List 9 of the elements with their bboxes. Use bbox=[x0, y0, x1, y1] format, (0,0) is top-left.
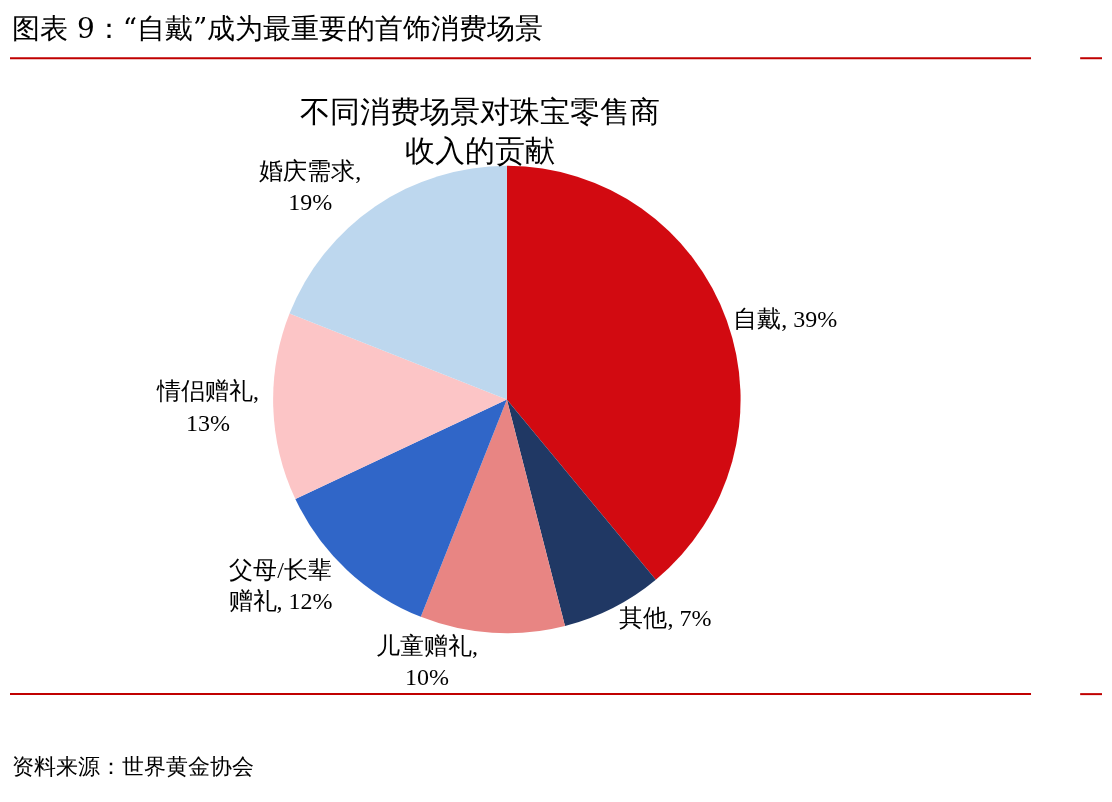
pie-slice bbox=[273, 313, 507, 500]
slice-label: 其他, 7% bbox=[619, 605, 712, 632]
slice-label: 儿童赠礼, 10% bbox=[375, 632, 478, 690]
slice-label: 情侣赠礼, 13% bbox=[155, 378, 259, 436]
slice-label: 自戴, 39% bbox=[733, 305, 838, 332]
text: 资料来源：世界黄金协会 bbox=[12, 754, 254, 779]
chart-title: 图表 9：“自戴”成为最重要的首饰消费场景 bbox=[12, 12, 544, 45]
slice-label: 父母/长辈赠礼, 12% bbox=[228, 556, 333, 614]
pie-slice bbox=[420, 399, 565, 634]
